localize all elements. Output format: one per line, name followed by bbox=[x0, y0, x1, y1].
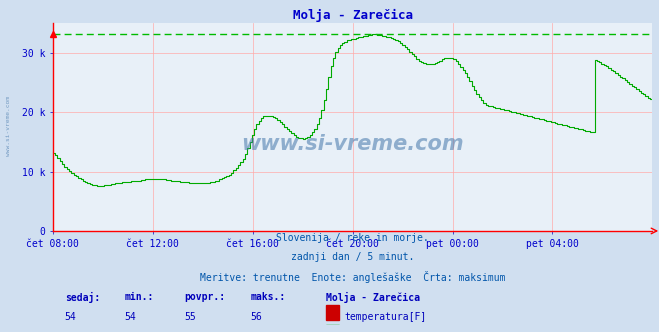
Bar bbox=[326, 304, 339, 320]
Text: 56: 56 bbox=[250, 312, 262, 322]
Text: sedaj:: sedaj: bbox=[65, 292, 100, 303]
Text: temperatura[F]: temperatura[F] bbox=[345, 312, 427, 322]
Text: zadnji dan / 5 minut.: zadnji dan / 5 minut. bbox=[291, 252, 415, 262]
Text: min.:: min.: bbox=[125, 292, 154, 302]
Text: www.si-vreme.com: www.si-vreme.com bbox=[241, 134, 464, 154]
Text: www.si-vreme.com: www.si-vreme.com bbox=[6, 96, 11, 156]
Text: 54: 54 bbox=[125, 312, 136, 322]
Title: Molja - Zarečica: Molja - Zarečica bbox=[293, 9, 413, 22]
Text: maks.:: maks.: bbox=[250, 292, 286, 302]
Text: povpr.:: povpr.: bbox=[185, 292, 226, 302]
Text: Slovenija / reke in morje.: Slovenija / reke in morje. bbox=[276, 233, 429, 243]
Text: 54: 54 bbox=[65, 312, 76, 322]
Text: 55: 55 bbox=[185, 312, 196, 322]
Text: Meritve: trenutne  Enote: anglešaške  Črta: maksimum: Meritve: trenutne Enote: anglešaške Črta… bbox=[200, 271, 505, 283]
Text: Molja - Zarečica: Molja - Zarečica bbox=[326, 292, 420, 303]
Bar bbox=[326, 325, 339, 332]
